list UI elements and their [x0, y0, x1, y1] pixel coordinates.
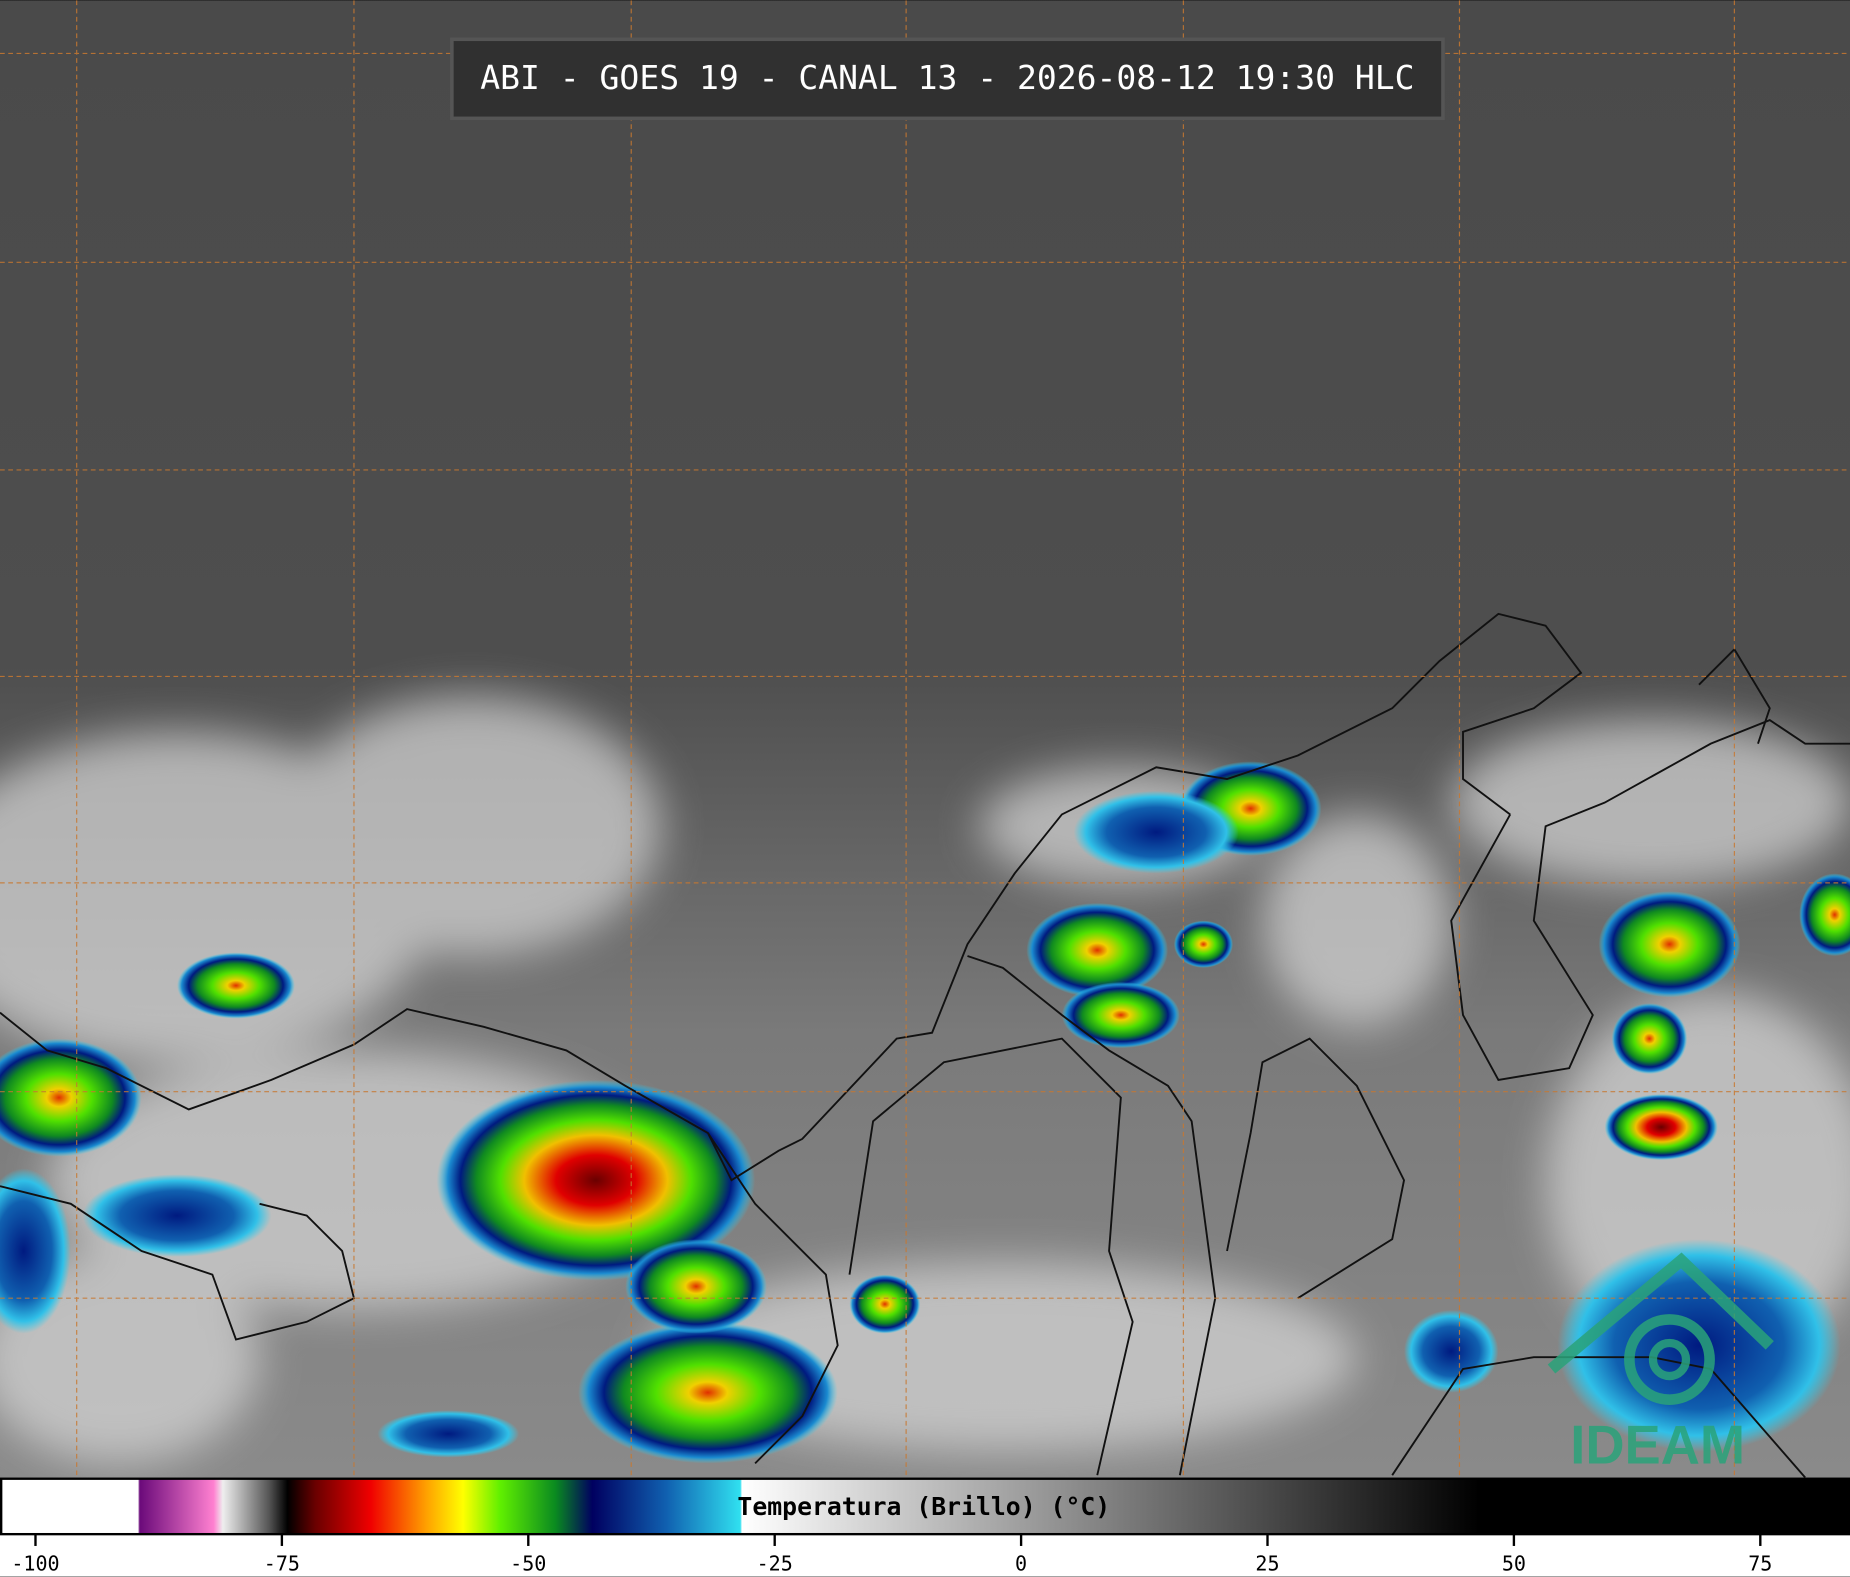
storms — [0, 761, 1850, 1464]
tick-label: 50 — [1502, 1551, 1526, 1575]
colorbar-ticks: -100 -75 -50 -25 0 25 50 75 — [11, 1534, 1772, 1575]
tick-label: 75 — [1748, 1551, 1772, 1575]
tick-label: 0 — [1015, 1551, 1027, 1575]
logo: IDEAM — [1547, 1252, 1774, 1476]
tick-label: -75 — [264, 1551, 300, 1575]
logo-text: IDEAM — [1570, 1415, 1745, 1476]
tick-label: -50 — [510, 1551, 546, 1575]
tick-label: -100 — [11, 1551, 59, 1575]
tick-label: -25 — [757, 1551, 793, 1575]
title: ABI - GOES 19 - CANAL 13 - 2026-08-12 19… — [480, 58, 1414, 97]
tick-label: 25 — [1255, 1551, 1279, 1575]
colorbar-label: Temperatura (Brillo) (°C) — [737, 1492, 1110, 1521]
colorbar — [0, 1477, 1850, 1536]
title-box — [450, 37, 1445, 121]
